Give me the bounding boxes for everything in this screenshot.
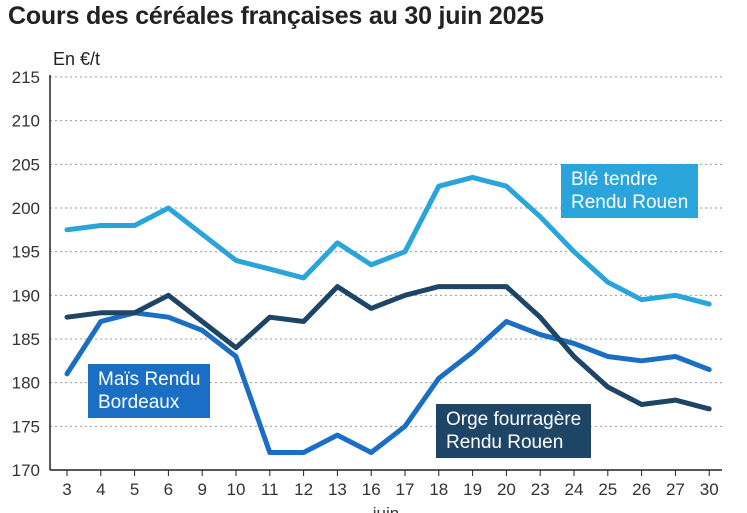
legend-label-line: Rendu Rouen [446,432,564,453]
x-tick-label: 3 [62,480,71,499]
x-tick-label: 30 [700,480,719,499]
legend-label-mais: Maïs Rendu Bordeaux [88,364,211,418]
y-axis-unit-label: En €/t [53,49,101,69]
x-tick-label: 13 [328,480,347,499]
y-axis-ticks: 170 175 180 185 190 195 200 205 210 215 [12,68,40,480]
series-lines [64,174,712,455]
y-tick-label: 200 [12,199,40,218]
y-tick-label: 210 [12,112,40,131]
legend-label-line: Blé tendre [571,169,658,190]
x-tick-label: 26 [632,480,651,499]
y-tick-label: 185 [12,330,40,349]
x-tick-label: 27 [666,480,685,499]
y-tick-label: 205 [12,155,40,174]
y-tick-label: 190 [12,286,40,305]
legend-label-line: Bordeaux [98,392,180,413]
x-tick-label: 11 [261,480,279,499]
series-line-2 [64,284,712,412]
legend-label-line: Maïs Rendu [98,369,201,390]
x-tick-label: 23 [531,480,550,499]
series-line-0 [64,174,712,307]
x-tick-label: 9 [197,480,206,499]
legend-label-line: Orge fourragère [446,409,582,430]
legend-label-ble-tendre: Blé tendre Rendu Rouen [561,164,699,218]
x-tick-label: 12 [294,480,313,499]
y-tick-label: 215 [12,68,40,87]
x-tick-label: 25 [598,480,617,499]
x-axis-ticks: 3 4 5 6 9 10 11 12 13 16 17 18 19 20 23 24 25 26 27 30 [62,470,719,499]
x-tick-label: 5 [130,480,139,499]
y-tick-label: 180 [12,374,40,393]
chart-title: Cours des céréales françaises au 30 juin… [8,2,544,30]
x-tick-label: 6 [164,480,173,499]
x-tick-label: 17 [396,480,415,499]
grid-lines [49,75,722,471]
x-tick-label: 19 [463,480,482,499]
x-axis-label: juin [372,504,399,513]
x-tick-label: 24 [565,480,584,499]
x-tick-label: 10 [227,480,246,499]
y-tick-label: 175 [12,417,40,436]
y-tick-label: 195 [12,243,40,262]
x-tick-label: 4 [96,480,105,499]
x-tick-label: 18 [429,480,448,499]
y-tick-label: 170 [12,461,40,480]
legend-label-line: Rendu Rouen [571,192,689,213]
x-tick-label: 20 [497,480,516,499]
series-line-1 [64,310,712,455]
legend-label-orge: Orge fourragère Rendu Rouen [436,404,592,458]
x-tick-label: 16 [362,480,381,499]
